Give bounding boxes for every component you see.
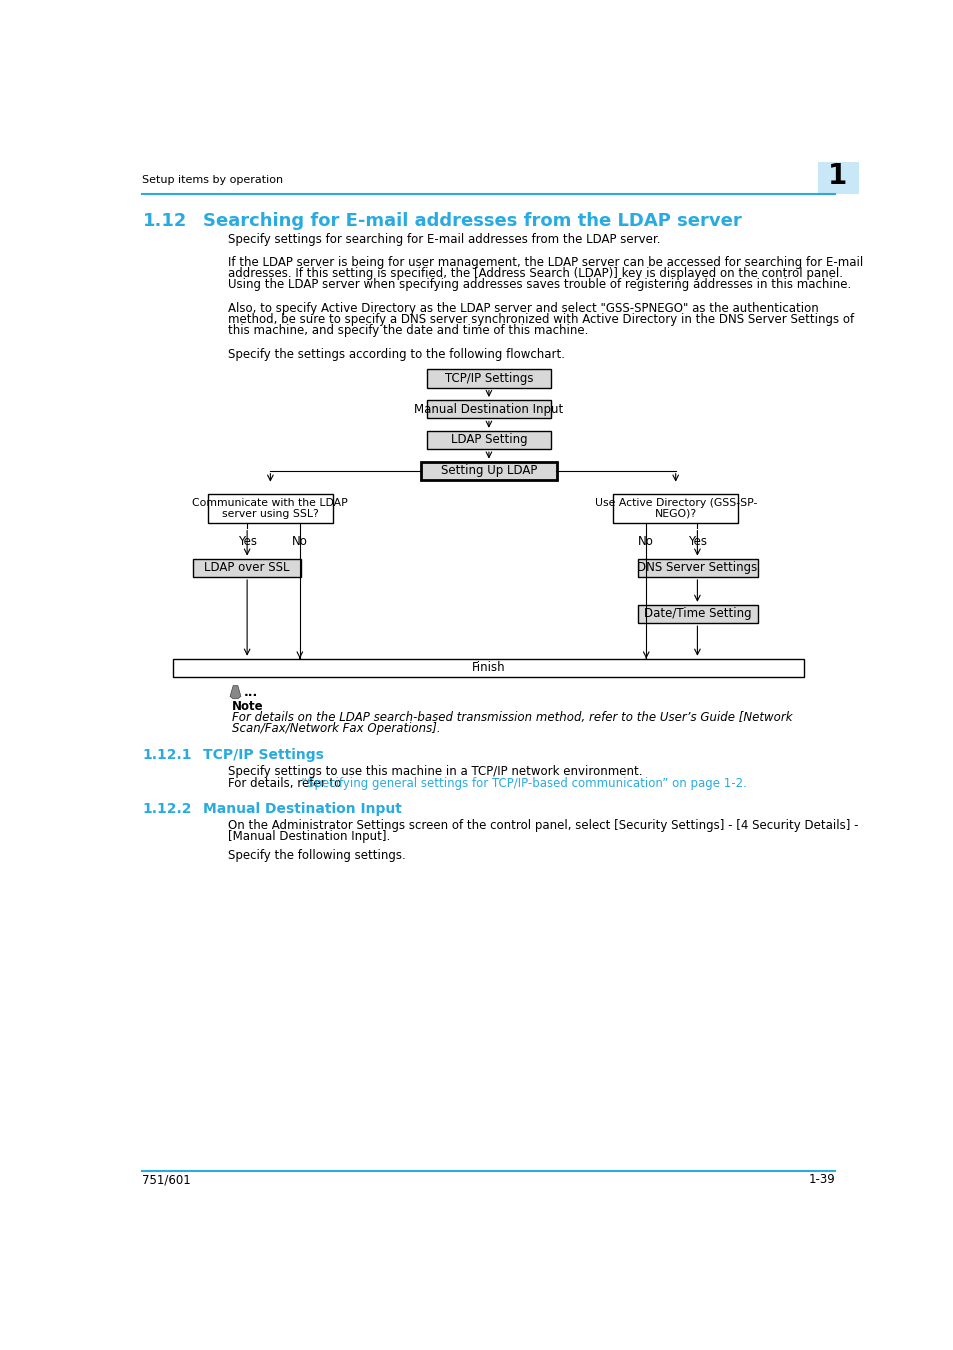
Text: [Manual Destination Input].: [Manual Destination Input]. [228,830,390,842]
Text: Also, to specify Active Directory as the LDAP server and select "GSS-SPNEGO" as : Also, to specify Active Directory as the… [228,302,818,315]
Bar [817,162,858,194]
Text: Using the LDAP server when specifying addresses saves trouble of registering add: Using the LDAP server when specifying ad… [228,278,850,292]
Polygon shape [230,686,241,699]
Text: Manual Destination Input: Manual Destination Input [414,402,563,416]
Bar [612,494,738,524]
Bar [637,559,757,576]
Text: Date/Time Setting: Date/Time Setting [643,608,750,621]
Text: Specify settings for searching for E-mail addresses from the LDAP server.: Specify settings for searching for E-mai… [228,232,659,246]
Text: method, be sure to specify a DNS server synchronized with Active Directory in th: method, be sure to specify a DNS server … [228,313,853,325]
Text: Yes: Yes [687,536,706,548]
Text: Specify settings to use this machine in a TCP/IP network environment.: Specify settings to use this machine in … [228,765,641,778]
Text: 1.12.2: 1.12.2 [142,802,192,815]
Text: Specify the following settings.: Specify the following settings. [228,849,405,861]
Text: Manual Destination Input: Manual Destination Input [203,802,401,815]
Text: 1.12: 1.12 [142,212,187,230]
Text: TCP/IP Settings: TCP/IP Settings [203,748,323,761]
Text: 1: 1 [827,162,846,190]
Text: Setting Up LDAP: Setting Up LDAP [440,464,537,478]
Text: If the LDAP server is being for user management, the LDAP server can be accessed: If the LDAP server is being for user man… [228,256,862,269]
Text: TCP/IP Settings: TCP/IP Settings [444,371,533,385]
Text: No: No [638,536,654,548]
Text: 1.12.1: 1.12.1 [142,748,192,761]
Text: Communicate with the LDAP: Communicate with the LDAP [193,498,348,508]
Text: Yes: Yes [237,536,256,548]
Bar [427,431,550,450]
Text: addresses. If this setting is specified, the [Address Search (LDAP)] key is disp: addresses. If this setting is specified,… [228,267,841,279]
Text: “Specifying general settings for TCP/IP-based communication” on page 1-2.: “Specifying general settings for TCP/IP-… [301,778,746,790]
Text: For details on the LDAP search-based transmission method, refer to the User’s Gu: For details on the LDAP search-based tra… [232,711,791,724]
Text: NEGO)?: NEGO)? [654,509,696,518]
Text: On the Administrator Settings screen of the control panel, select [Security Sett: On the Administrator Settings screen of … [228,819,858,832]
Text: Note: Note [232,701,263,713]
Text: No: No [292,536,308,548]
Bar [208,494,333,524]
Bar [421,462,557,481]
Bar [193,559,301,576]
Text: this machine, and specify the date and time of this machine.: this machine, and specify the date and t… [228,324,587,338]
Text: server using SSL?: server using SSL? [222,509,318,518]
Bar [427,369,550,387]
Text: DNS Server Settings: DNS Server Settings [637,562,757,574]
Text: Setup items by operation: Setup items by operation [142,176,283,185]
Bar [637,605,757,624]
Text: Finish: Finish [472,662,505,675]
Text: Scan/Fax/Network Fax Operations].: Scan/Fax/Network Fax Operations]. [232,722,439,734]
Bar [173,659,803,678]
Text: ...: ... [244,686,258,699]
Text: For details, refer to: For details, refer to [228,778,344,790]
Text: LDAP Setting: LDAP Setting [450,433,527,447]
Text: Searching for E-mail addresses from the LDAP server: Searching for E-mail addresses from the … [203,212,740,230]
Bar [427,400,550,418]
Text: Specify the settings according to the following flowchart.: Specify the settings according to the fo… [228,347,564,360]
Text: 1-39: 1-39 [808,1173,835,1187]
Text: Use Active Directory (GSS-SP-: Use Active Directory (GSS-SP- [594,498,756,508]
Text: LDAP over SSL: LDAP over SSL [204,562,290,574]
Text: 751/601: 751/601 [142,1173,191,1187]
